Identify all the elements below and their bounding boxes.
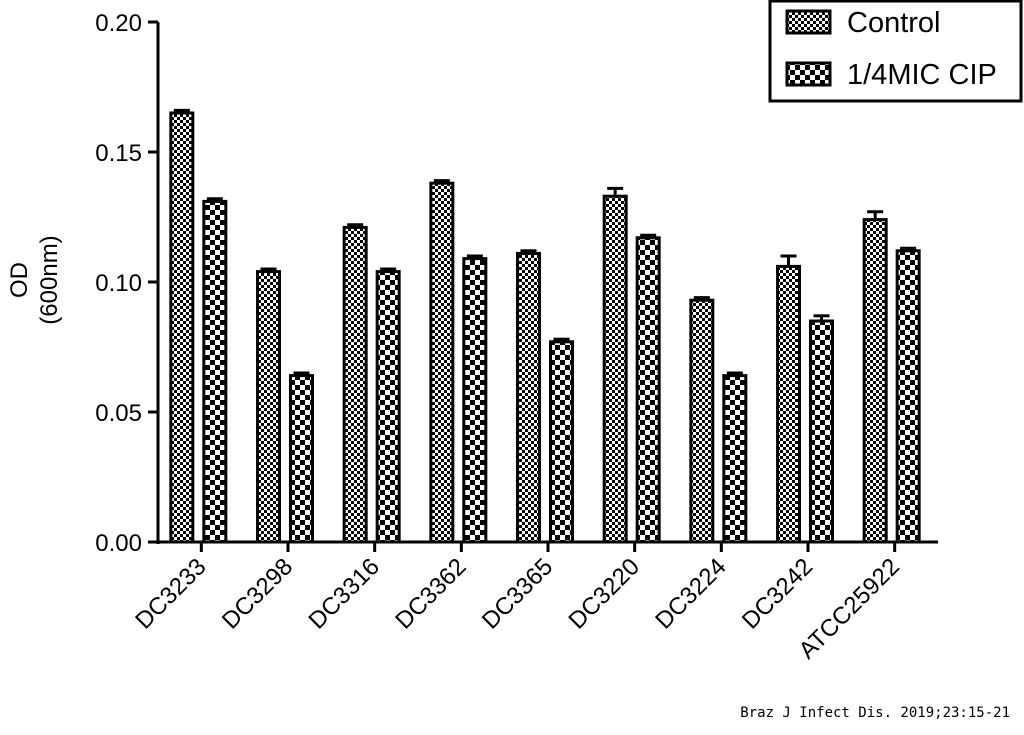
- y-tick-label: 0.00: [95, 530, 142, 557]
- citation: Braz J Infect Dis. 2019;23:15-21: [740, 705, 1010, 721]
- bar-cip-dc3365: [549, 340, 574, 544]
- bar-control-dc3220: [602, 194, 628, 544]
- y-tick-label: 0.05: [95, 400, 142, 427]
- bar-control-atcc25922: [862, 218, 888, 544]
- y-tick-label: 0.20: [95, 10, 142, 37]
- bar-cip-dc3233: [202, 199, 228, 544]
- x-tick-label: DC3316: [304, 553, 385, 634]
- x-tick-label: DC3362: [390, 553, 471, 634]
- bar-control-dc3365: [516, 251, 541, 544]
- bar-cip-dc3362: [462, 257, 488, 544]
- bar-cip-dc3298: [289, 374, 314, 544]
- legend: Control 1/4MIC CIP: [768, 0, 1023, 103]
- x-tick-label: DC3224: [650, 553, 731, 634]
- x-tick-label: DC3242: [737, 553, 818, 634]
- legend-swatch-cip: [785, 61, 832, 87]
- bar-control-dc3242: [776, 264, 801, 544]
- y-axis-label: OD: [6, 262, 33, 298]
- bar-cip-dc3220: [635, 236, 661, 544]
- bar-control-dc3298: [256, 270, 281, 544]
- bar-control-dc3362: [429, 181, 455, 544]
- y-tick-label: 0.10: [95, 270, 142, 297]
- bar-cip-dc3224: [722, 374, 748, 544]
- x-tick-label: DC3298: [217, 553, 298, 634]
- bar-cip-dc3242: [809, 319, 834, 544]
- bar-control-dc3224: [689, 298, 715, 544]
- x-tick-label: DC3220: [564, 553, 645, 634]
- legend-swatch-control: [785, 9, 832, 35]
- x-tick-labels: DC3233 DC3298 DC3316 DC3362 DC3365 DC3220 DC32…: [130, 553, 905, 664]
- bar-cip-atcc25922: [895, 249, 921, 544]
- x-tick-label: DC3233: [130, 553, 211, 634]
- y-tick-label: 0.15: [95, 140, 142, 167]
- y-axis-unit: (600nm): [36, 235, 63, 324]
- x-tick-label: DC3365: [477, 553, 558, 634]
- bars: [169, 108, 921, 544]
- bar-control-dc3233: [169, 111, 195, 544]
- axes: 0.00 0.05 0.10 0.15 0.20: [95, 10, 938, 557]
- legend-label-cip: 1/4MIC CIP: [847, 59, 997, 91]
- bar-cip-dc3316: [375, 270, 401, 544]
- legend-label-control: Control: [847, 7, 941, 39]
- bar-control-dc3316: [342, 225, 368, 544]
